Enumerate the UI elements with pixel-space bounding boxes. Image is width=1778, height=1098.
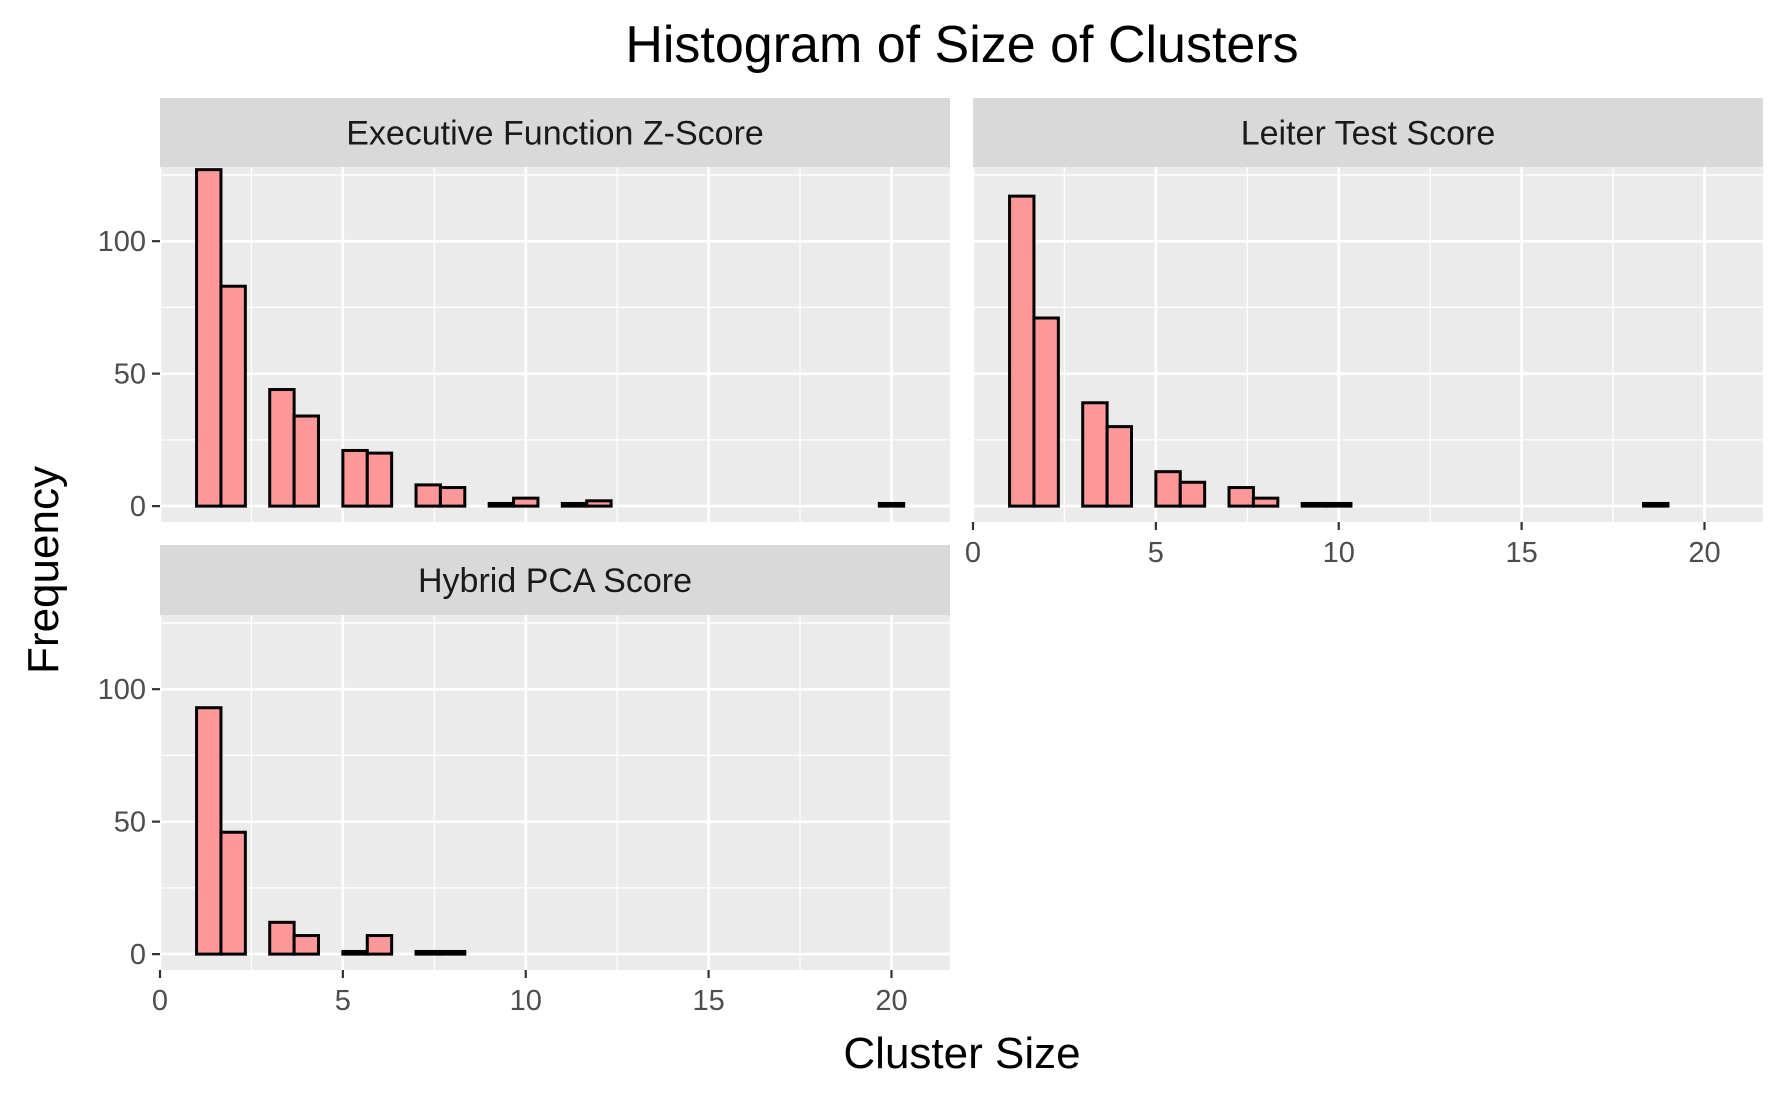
y-tick-label: 0 — [130, 939, 146, 971]
histogram-bar — [1105, 425, 1133, 508]
histogram-bar — [195, 168, 223, 508]
histogram-bar — [365, 451, 394, 508]
x-tick-label: 20 — [1688, 537, 1720, 569]
facet-panel: Leiter Test Score 0 5 10 15 20 — [965, 98, 1763, 569]
y-tick-label: 100 — [98, 674, 146, 706]
histogram-bar — [1300, 501, 1329, 508]
x-tick-label: 15 — [1505, 537, 1537, 569]
y-tick-label: 50 — [114, 359, 146, 391]
x-tick-label: 5 — [1148, 537, 1164, 569]
x-axis-title: Cluster Size — [843, 1029, 1080, 1078]
histogram-bar — [292, 414, 320, 508]
histogram-bar — [1178, 480, 1207, 508]
facet-panel: Executive Function Z-Score 0 50 100 — [98, 98, 950, 523]
histogram-bar — [1642, 501, 1670, 508]
histogram-bar — [1251, 496, 1280, 508]
histogram-bar — [1008, 194, 1036, 508]
y-axis-title: Frequency — [19, 466, 68, 674]
histogram-bar — [487, 501, 516, 508]
histogram-bar — [512, 496, 540, 508]
x-tick-label: 5 — [335, 985, 351, 1017]
chart-title: Histogram of Size of Clusters — [625, 16, 1298, 74]
histogram-bar — [1227, 486, 1255, 508]
facet-strip-label: Leiter Test Score — [1241, 115, 1496, 153]
histogram-bar — [1032, 316, 1060, 508]
y-tick-label: 100 — [98, 226, 146, 258]
histogram-bar — [219, 284, 247, 508]
histogram-bar — [560, 501, 589, 508]
histogram-bar — [414, 949, 442, 956]
histogram-bar — [195, 706, 223, 956]
y-tick-label: 50 — [114, 807, 146, 839]
facet-strip — [160, 98, 950, 167]
histogram-bar — [1081, 401, 1109, 508]
facet-panel: Hybrid PCA Score 0 50 100 0 5 10 15 20 — [98, 545, 950, 1017]
x-tick-label: 10 — [1323, 537, 1355, 569]
histogram-bar — [341, 949, 369, 956]
x-tick-label: 15 — [692, 985, 724, 1017]
histogram-bar — [1154, 470, 1182, 508]
histogram-bar — [877, 501, 906, 508]
histogram-bar — [585, 499, 613, 508]
panel-background — [160, 615, 950, 970]
y-tick-label: 0 — [130, 491, 146, 523]
histogram-bar — [341, 448, 369, 508]
histogram-bar — [1325, 501, 1353, 508]
facet-strip — [973, 98, 1763, 167]
facet-strip — [160, 545, 950, 615]
facet-strip-label: Executive Function Z-Score — [346, 115, 764, 153]
facet-strip-label: Hybrid PCA Score — [418, 562, 692, 600]
x-tick-label: 0 — [152, 985, 168, 1017]
histogram-bar — [438, 486, 467, 508]
histogram-bar — [438, 949, 467, 956]
x-tick-label: 0 — [965, 537, 981, 569]
histogram-bar — [268, 920, 296, 956]
histogram-bar — [268, 388, 296, 508]
histogram-bar — [292, 934, 320, 956]
x-tick-label: 20 — [875, 985, 907, 1017]
x-tick-label: 10 — [510, 985, 542, 1017]
histogram-bar — [414, 483, 442, 508]
histogram-bar — [219, 830, 247, 956]
histogram-bar — [365, 934, 394, 956]
